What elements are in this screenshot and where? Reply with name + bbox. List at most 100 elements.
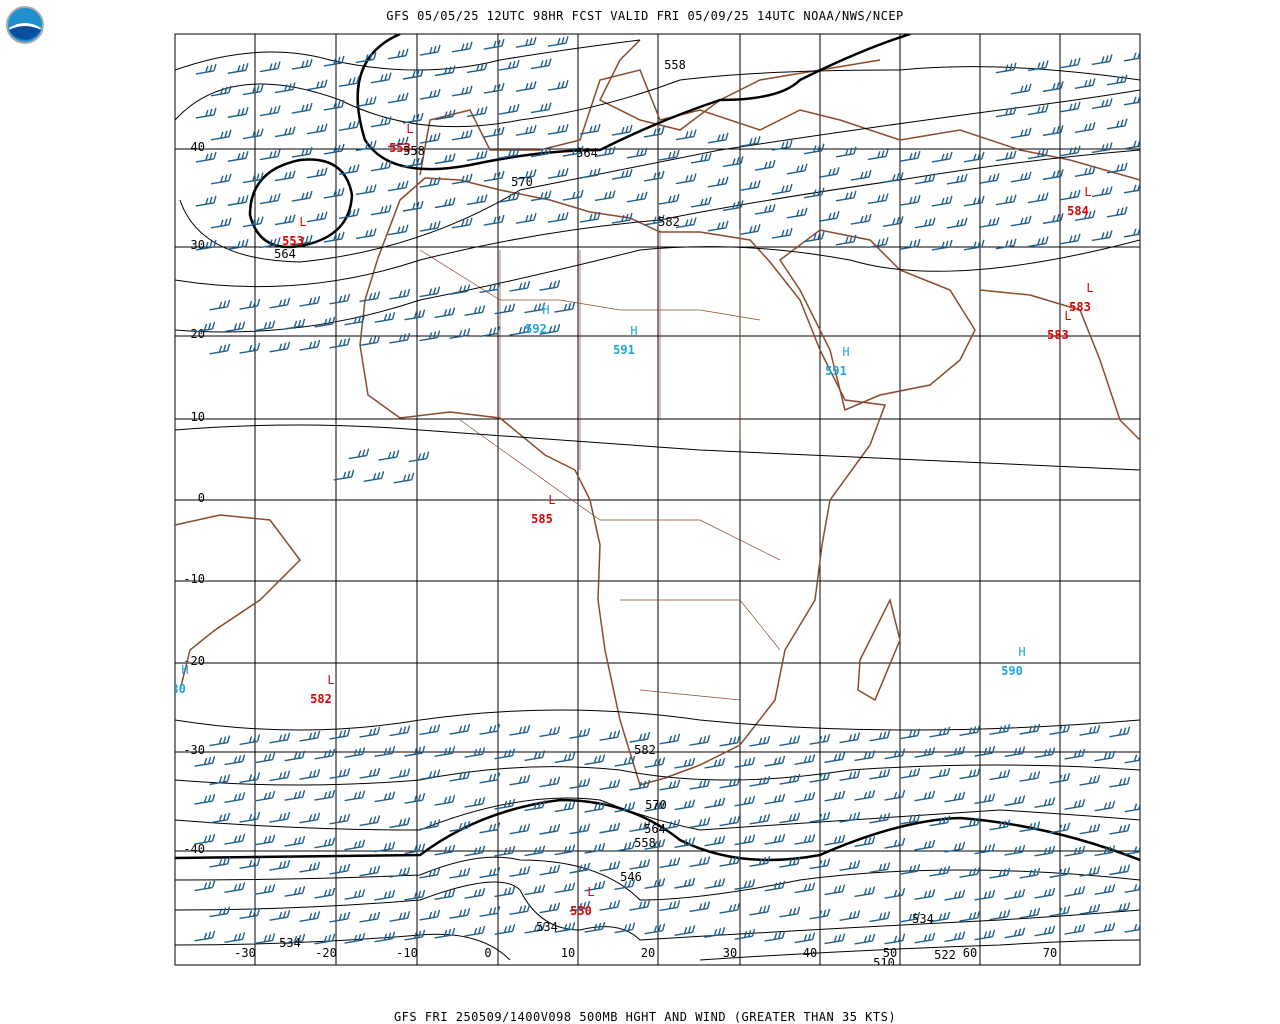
wind-barb xyxy=(359,815,381,827)
wind-barb xyxy=(1091,54,1113,66)
wind-barb xyxy=(254,884,276,895)
wind-barb xyxy=(344,932,366,944)
wind-barb xyxy=(869,768,891,780)
wind-barb xyxy=(1049,822,1071,834)
wind-barb xyxy=(869,862,891,873)
wind-barb xyxy=(929,767,951,779)
wind-barb xyxy=(419,44,441,56)
wind-barb xyxy=(1004,927,1026,939)
wind-barb xyxy=(195,239,217,251)
wind-barb xyxy=(451,217,473,229)
wind-barb xyxy=(599,860,621,872)
contour-label: 570 xyxy=(511,175,533,189)
wind-barb xyxy=(989,867,1011,879)
wind-barb xyxy=(794,791,816,803)
wind-barb xyxy=(329,813,351,825)
wind-barb xyxy=(338,164,360,176)
wind-barb xyxy=(794,932,816,944)
wind-barb xyxy=(194,930,216,942)
wind-barb xyxy=(419,769,441,781)
wind-barb xyxy=(989,819,1011,831)
wind-barb xyxy=(254,933,276,945)
wind-barb xyxy=(494,303,516,315)
wind-barb xyxy=(224,792,246,804)
wind-barb xyxy=(1123,139,1140,150)
wind-barb xyxy=(1109,823,1131,835)
wind-barb xyxy=(929,726,951,738)
wind-barb xyxy=(239,342,261,354)
contour-label: 582 xyxy=(634,743,656,757)
wind-barb xyxy=(611,124,633,136)
wind-barb xyxy=(389,866,411,878)
wind-barb xyxy=(393,472,415,484)
longitude-label: 60 xyxy=(963,946,977,960)
latitude-label: 10 xyxy=(191,410,205,424)
wind-barb xyxy=(242,216,264,228)
pressure-center-value: 583 xyxy=(1047,328,1069,342)
wind-barb xyxy=(314,837,336,849)
wind-barb xyxy=(674,799,696,811)
wind-barb xyxy=(515,124,537,136)
wind-barb xyxy=(224,754,246,766)
wind-barb xyxy=(209,735,231,747)
wind-barb xyxy=(959,866,981,878)
wind-barb xyxy=(434,927,456,939)
wind-barb xyxy=(899,864,921,875)
wind-barb xyxy=(1064,886,1086,897)
wind-barb xyxy=(419,88,441,100)
wind-barb xyxy=(963,151,985,163)
wind-barb xyxy=(1010,127,1032,139)
wind-barb xyxy=(978,173,1000,185)
wind-barb xyxy=(989,769,1011,781)
wind-barb xyxy=(254,752,276,764)
wind-barb xyxy=(1042,81,1064,93)
pressure-center-mark: L xyxy=(406,122,413,136)
wind-barb xyxy=(974,843,996,855)
wind-barb xyxy=(464,887,486,899)
wind-barb xyxy=(1074,122,1096,133)
wind-barb xyxy=(629,858,651,870)
wind-barb xyxy=(882,172,904,184)
wind-barb xyxy=(764,880,786,892)
wind-barb xyxy=(854,789,876,801)
wind-barb xyxy=(1059,57,1081,69)
wind-barb xyxy=(1019,907,1041,919)
wind-barb xyxy=(194,880,216,892)
wind-barb xyxy=(210,129,232,141)
wind-barb xyxy=(584,801,606,813)
wind-barb xyxy=(1094,750,1116,762)
wind-barb xyxy=(291,146,313,158)
wind-barb xyxy=(1042,213,1064,225)
wind-barb xyxy=(509,904,531,915)
contour-label: 570 xyxy=(645,798,667,812)
wind-barb xyxy=(569,778,591,789)
wind-barb xyxy=(914,173,936,185)
wind-barb xyxy=(515,80,537,92)
wind-barb xyxy=(1123,227,1140,238)
wind-barb xyxy=(899,238,921,250)
wind-barb xyxy=(464,305,486,317)
wind-barb xyxy=(284,318,306,330)
wind-barb xyxy=(658,149,680,161)
latitude-label: 40 xyxy=(191,140,205,154)
wind-barb xyxy=(224,882,246,893)
wind-barb xyxy=(1064,923,1086,935)
wind-barb xyxy=(539,726,561,738)
wind-barb xyxy=(402,68,424,80)
wind-barb xyxy=(1019,867,1041,879)
wind-barb xyxy=(899,150,921,162)
wind-barb xyxy=(274,170,296,182)
wind-barb xyxy=(1079,865,1101,877)
pressure-center-mark: L xyxy=(548,493,555,507)
wind-barb xyxy=(824,884,846,896)
wind-barb xyxy=(959,725,981,737)
wind-barb xyxy=(210,217,232,229)
wind-barb xyxy=(227,151,249,162)
wind-barb xyxy=(690,196,712,208)
wind-barb xyxy=(1064,748,1086,760)
wind-barb xyxy=(1074,78,1096,89)
wind-barb xyxy=(995,194,1017,206)
pressure-center-value: 591 xyxy=(613,343,635,357)
